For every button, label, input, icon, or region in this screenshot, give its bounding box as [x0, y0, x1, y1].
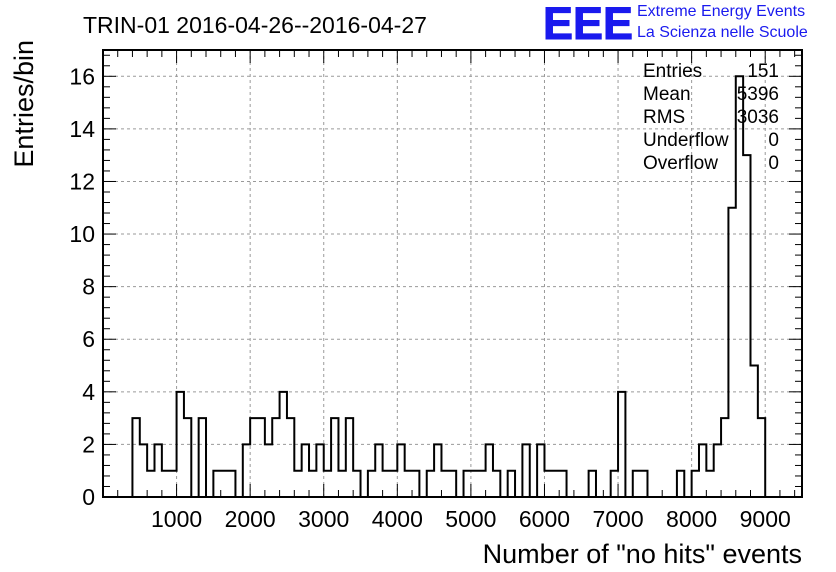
- x-tick-label: 2000: [225, 506, 276, 532]
- stats-label: RMS: [643, 107, 685, 128]
- y-axis-label: Entries/bin: [9, 40, 39, 168]
- x-axis-label: Number of "no hits" events: [483, 539, 802, 569]
- x-tick-label: 1000: [151, 506, 202, 532]
- grid-lines: [103, 50, 802, 497]
- x-tick-label: 9000: [740, 506, 791, 532]
- stats-label: Mean: [643, 84, 691, 105]
- stats-value: 5396: [737, 84, 779, 105]
- stats-value: 3036: [737, 107, 779, 128]
- y-tick-label: 0: [82, 484, 95, 510]
- stats-value: 151: [747, 61, 779, 82]
- stats-label: Entries: [643, 61, 702, 82]
- axis-ticks: [103, 50, 802, 498]
- eee-logo: EEE: [543, 0, 635, 50]
- x-tick-label: 6000: [519, 506, 570, 532]
- logo-line-2: La Scienza nelle Scuole: [637, 24, 808, 41]
- eee-logo-text: Extreme Energy Events La Scienza nelle S…: [637, 1, 808, 43]
- y-tick-label: 8: [82, 274, 95, 300]
- stats-label: Underflow: [643, 130, 729, 151]
- stats-value: 0: [768, 153, 779, 174]
- y-tick-label: 12: [69, 168, 95, 194]
- plot-frame: [102, 49, 803, 498]
- x-tick-label: 7000: [592, 506, 643, 532]
- y-tick-label: 2: [82, 431, 95, 457]
- x-tick-label: 8000: [666, 506, 717, 532]
- stats-box: Entries 151 Mean 5396 RMS 3036 Underflow 0 Overf…: [643, 61, 779, 174]
- eee-logo-mark: EEE: [543, 0, 634, 50]
- x-tick-label: 5000: [445, 506, 496, 532]
- stats-label: Overflow: [643, 153, 718, 174]
- stats-value: 0: [768, 130, 779, 151]
- x-tick-label: 4000: [372, 506, 423, 532]
- svg-text:EEE: EEE: [543, 2, 633, 42]
- y-tick-label: 14: [69, 116, 95, 142]
- y-tick-label: 6: [82, 326, 95, 352]
- chart-title: TRIN-01 2016-04-26--2016-04-27: [83, 12, 427, 38]
- y-tick-label: 16: [69, 63, 95, 89]
- y-tick-label: 10: [69, 221, 95, 247]
- logo-line-1: Extreme Energy Events: [637, 3, 806, 20]
- y-tick-label: 4: [82, 379, 95, 405]
- x-tick-label: 3000: [298, 506, 349, 532]
- tick-labels: 1000 2000 3000 4000 5000 6000 7000 8000 90000246…: [69, 63, 790, 532]
